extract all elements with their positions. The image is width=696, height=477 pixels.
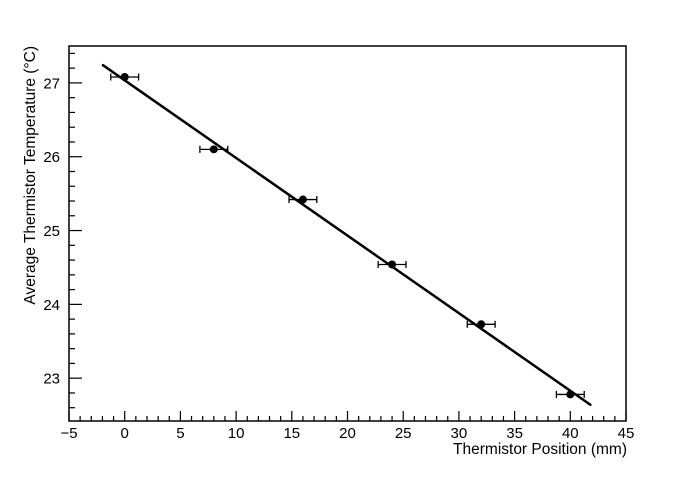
- data-point: [199, 145, 229, 154]
- circle-marker: [477, 320, 486, 329]
- y-tick-label: 24: [43, 297, 60, 314]
- x-tick-label: 25: [395, 425, 412, 442]
- circle-marker: [209, 145, 218, 154]
- circle-marker: [566, 390, 575, 399]
- x-tick-label: −5: [60, 425, 77, 442]
- y-axis-title: Average Thermistor Temperature (°C): [22, 46, 39, 305]
- x-tick-label: 45: [618, 425, 635, 442]
- x-axis-title: Thermistor Position (mm): [453, 441, 627, 458]
- x-tick-label: 40: [562, 425, 579, 442]
- x-tick-label: 15: [283, 425, 300, 442]
- y-tick-label: 25: [43, 223, 60, 240]
- x-tick-label: 0: [121, 425, 129, 442]
- circle-marker: [298, 195, 307, 204]
- x-tick-label: 35: [506, 425, 523, 442]
- y-tick-label: 27: [43, 75, 60, 92]
- circle-marker: [388, 260, 397, 269]
- data-point: [555, 390, 585, 399]
- data-point: [377, 260, 407, 269]
- x-tick-label: 20: [339, 425, 356, 442]
- data-point: [288, 195, 318, 204]
- circle-marker: [120, 73, 129, 82]
- x-tick-label: 30: [451, 425, 468, 442]
- x-tick-label: 5: [176, 425, 184, 442]
- data-point: [110, 73, 140, 82]
- x-tick-label: 10: [228, 425, 245, 442]
- fit-line: [101, 63, 592, 407]
- plot-frame: [68, 45, 627, 422]
- data-point: [466, 320, 496, 329]
- y-tick-label: 26: [43, 149, 60, 166]
- y-tick-label: 23: [43, 371, 60, 388]
